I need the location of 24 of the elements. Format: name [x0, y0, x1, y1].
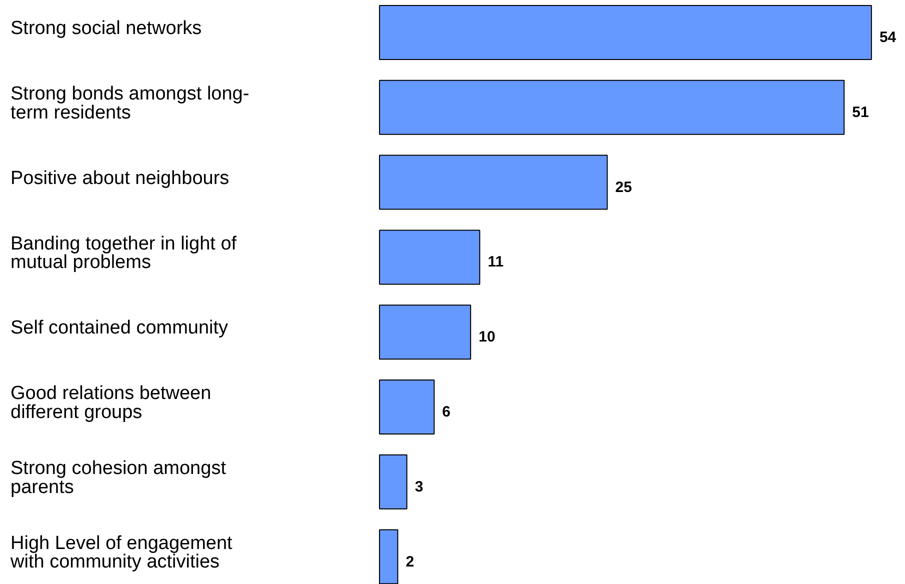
bar — [379, 5, 872, 60]
y-tick-label: Strong bonds amongst long- term residents — [10, 83, 250, 124]
data-label: 2 — [406, 553, 414, 570]
y-tick-label: Positive about neighbours — [10, 168, 230, 189]
bar — [379, 154, 608, 210]
data-label: 10 — [478, 328, 496, 346]
data-label: 51 — [852, 104, 869, 121]
bar — [379, 529, 398, 584]
bar — [379, 80, 845, 135]
bar — [379, 454, 408, 510]
bar — [379, 230, 480, 285]
data-label: 54 — [879, 29, 897, 46]
y-tick-label: High Level of engagement with community activities — [10, 532, 234, 573]
y-tick-label: Strong cohesion amongst parents — [10, 458, 227, 498]
data-label: 11 — [488, 254, 504, 271]
bar — [379, 304, 472, 360]
y-tick-label: Strong social networks — [10, 18, 202, 39]
y-tick-label: Self contained community — [10, 318, 229, 339]
y-tick-label: Good relations between different groups — [10, 383, 212, 423]
data-label: 3 — [414, 478, 424, 496]
bar — [379, 380, 435, 434]
data-label: 6 — [442, 404, 451, 420]
y-tick-label: Banding together in light of mutual problems — [10, 233, 238, 274]
data-label: 25 — [615, 178, 632, 196]
